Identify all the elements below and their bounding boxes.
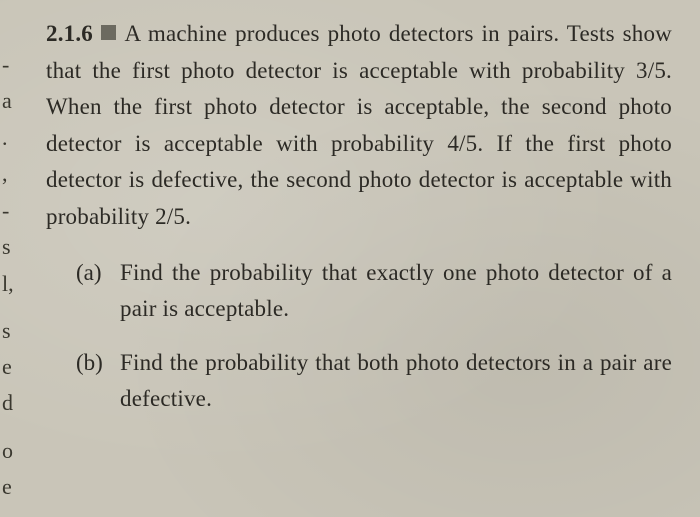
subpart-a: (a) Find the probability that exactly on… — [76, 255, 672, 327]
topic-marker-icon — [101, 25, 116, 40]
subpart-b: (b) Find the probability that both photo… — [76, 345, 672, 417]
problem-text: A machine produces photo detectors in pa… — [46, 21, 672, 229]
subpart-text: Find the probability that both photo det… — [120, 345, 672, 417]
subpart-label: (a) — [76, 255, 120, 327]
problem-number: 2.1.6 — [46, 21, 93, 46]
subpart-text: Find the probability that exactly one ph… — [120, 255, 672, 327]
problem-paragraph: 2.1.6 A machine produces photo detectors… — [46, 16, 672, 235]
page: 2.1.6 A machine produces photo detectors… — [0, 0, 700, 517]
subpart-list: (a) Find the probability that exactly on… — [46, 255, 672, 417]
subpart-label: (b) — [76, 345, 120, 417]
